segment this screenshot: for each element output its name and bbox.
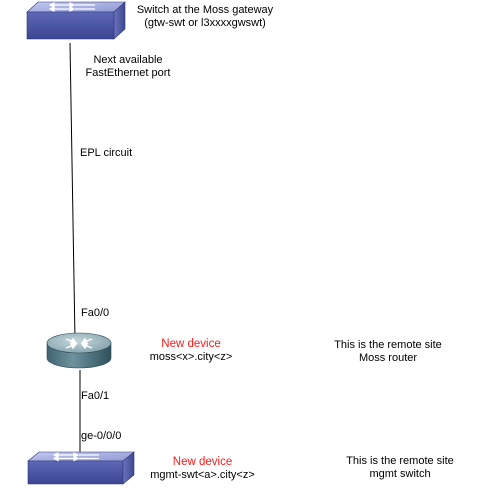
epl-circuit-link	[69, 42, 76, 341]
bottom-switch-icon	[27, 451, 135, 485]
top-switch-port-line2: FastEthernet port	[85, 67, 171, 79]
top-switch-port-label: Next available FastEthernet port	[68, 54, 188, 80]
router-note-line2: Moss router	[358, 352, 418, 364]
bottom-switch-port-ge: ge-0/0/0	[81, 430, 122, 442]
top-switch-subtitle: (gtw-swt or l3xxxxgwswt)	[144, 17, 266, 29]
bottom-switch-note-line1: This is the remote site	[346, 455, 454, 467]
top-switch-title-line: Switch at the Moss gateway	[136, 4, 274, 16]
router-note-line1: This is the remote site	[334, 339, 442, 351]
router-new-device-status: New device	[161, 338, 221, 350]
bottom-switch-device-label: New device mgmt-swt<a>.city<z>	[140, 456, 265, 482]
router-icon	[46, 332, 112, 369]
bottom-switch-note-line2: mgmt switch	[369, 468, 431, 480]
router-note: This is the remote site Moss router	[318, 339, 458, 365]
router-port-fa0-0: Fa0/0	[81, 307, 110, 319]
top-switch-title: Switch at the Moss gateway (gtw-swt or l…	[130, 4, 280, 30]
bottom-switch-hostname: mgmt-swt<a>.city<z>	[150, 469, 255, 481]
router-hostname: moss<x>.city<z>	[149, 351, 233, 363]
top-switch-port-line1: Next available	[93, 54, 163, 66]
top-switch-icon	[26, 1, 126, 40]
bottom-switch-note: This is the remote site mgmt switch	[330, 455, 470, 481]
router-port-fa0-1: Fa0/1	[81, 390, 110, 402]
epl-circuit-label: EPL circuit	[80, 147, 133, 159]
router-device-label: New device moss<x>.city<z>	[136, 338, 246, 364]
bottom-switch-new-device-status: New device	[172, 456, 233, 468]
